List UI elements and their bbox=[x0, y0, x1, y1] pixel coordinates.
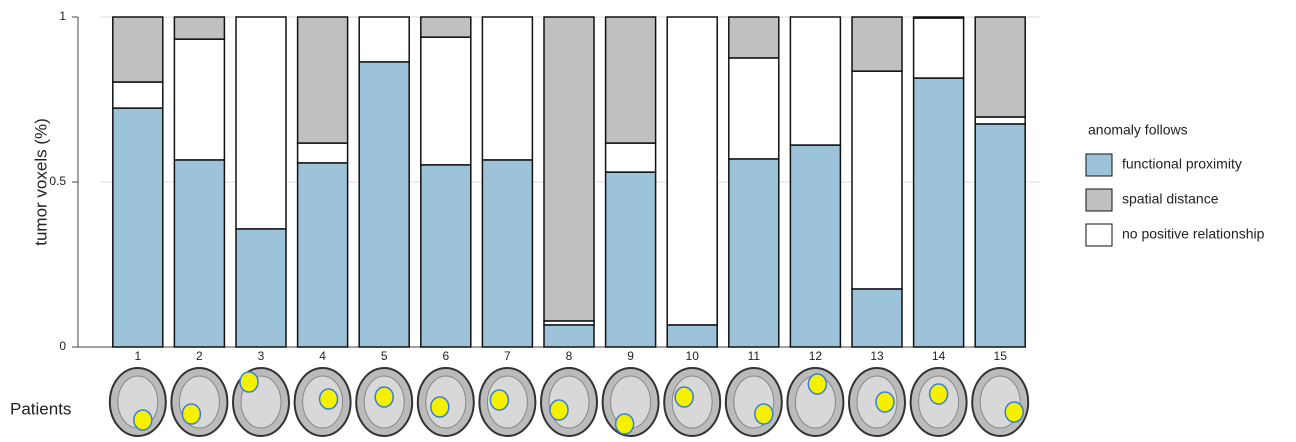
legend-label: functional proximity bbox=[1122, 156, 1242, 172]
bar-segment bbox=[666, 16, 718, 326]
bar-segment bbox=[296, 16, 349, 144]
lesion bbox=[807, 373, 828, 395]
y-axis-label: tumor voxels (%) bbox=[31, 118, 50, 246]
lesion bbox=[489, 389, 510, 411]
bar-segment bbox=[974, 123, 1026, 348]
bar-segment bbox=[912, 77, 965, 348]
legend-swatch bbox=[1085, 153, 1113, 177]
lesion bbox=[549, 399, 569, 421]
bar-segment bbox=[420, 16, 472, 38]
bar-segment bbox=[604, 171, 657, 348]
x-tick-label: 8 bbox=[566, 349, 573, 363]
lesion bbox=[1004, 401, 1024, 423]
bar-segment bbox=[789, 16, 842, 146]
x-tick-label: 10 bbox=[686, 349, 700, 363]
x-tick-label: 1 bbox=[134, 349, 141, 363]
bar-segment bbox=[173, 159, 226, 348]
lesion bbox=[181, 403, 202, 425]
x-tick-label: 7 bbox=[504, 349, 511, 363]
bar-segment bbox=[112, 107, 164, 348]
bar-segment bbox=[112, 81, 164, 109]
x-tick-label: 14 bbox=[932, 349, 946, 363]
bar-segment bbox=[912, 17, 965, 79]
y-tick-label: 0.5 bbox=[49, 174, 66, 188]
bar-segment bbox=[789, 144, 842, 348]
lesion bbox=[674, 386, 694, 408]
lesion bbox=[133, 409, 153, 431]
x-tick-label: 2 bbox=[196, 349, 203, 363]
bar-segment bbox=[604, 142, 657, 173]
x-tick-label: 11 bbox=[748, 349, 761, 363]
lesion bbox=[239, 371, 259, 393]
bar-segment bbox=[728, 16, 780, 59]
bar-segment bbox=[173, 38, 226, 161]
bar-segment bbox=[296, 142, 349, 164]
x-tick-label: 13 bbox=[870, 349, 884, 363]
x-tick-label: 5 bbox=[381, 349, 388, 363]
x-axis-label: Patients bbox=[10, 399, 71, 418]
bar-segment bbox=[543, 16, 595, 322]
bar-segment bbox=[112, 16, 164, 83]
bar-segment bbox=[420, 36, 472, 166]
lesion bbox=[875, 391, 895, 413]
bar-segment bbox=[420, 164, 472, 348]
legend-swatch bbox=[1085, 188, 1113, 212]
x-tick-label: 15 bbox=[994, 349, 1008, 363]
lesion bbox=[614, 413, 635, 435]
lesion bbox=[928, 383, 949, 405]
bar-segment bbox=[851, 16, 903, 72]
y-tick-label: 1 bbox=[59, 9, 66, 23]
bar-segment bbox=[296, 162, 349, 348]
x-tick-label: 3 bbox=[258, 349, 265, 363]
y-tick-label: 0 bbox=[59, 339, 66, 353]
x-tick-label: 4 bbox=[319, 349, 326, 363]
bar-segment bbox=[666, 324, 718, 348]
bar-segment bbox=[543, 324, 595, 348]
bar-segment bbox=[728, 57, 780, 160]
bar-segment bbox=[481, 16, 534, 161]
legend-swatch bbox=[1085, 223, 1113, 247]
lesion bbox=[754, 403, 774, 425]
bar-segment bbox=[851, 70, 903, 290]
legend-label: no positive relationship bbox=[1122, 226, 1265, 242]
bar-segment bbox=[358, 61, 410, 348]
bar-segment bbox=[358, 16, 410, 63]
legend-label: spatial distance bbox=[1122, 191, 1219, 207]
lesion bbox=[374, 386, 394, 408]
x-tick-label: 9 bbox=[627, 349, 634, 363]
lesion bbox=[318, 388, 339, 410]
x-tick-label: 6 bbox=[442, 349, 449, 363]
bar-segment bbox=[235, 16, 287, 230]
bar-segment bbox=[728, 158, 780, 348]
lesion bbox=[430, 396, 450, 418]
bar-segment bbox=[235, 228, 287, 348]
bar-segment bbox=[604, 16, 657, 144]
bar-segment bbox=[173, 16, 226, 40]
x-tick-label: 12 bbox=[809, 349, 823, 363]
bar-segment bbox=[481, 159, 534, 348]
legend-title: anomaly follows bbox=[1088, 122, 1188, 138]
bar-segment bbox=[912, 16, 965, 19]
bar-segment bbox=[974, 116, 1026, 125]
bar-segment bbox=[851, 288, 903, 348]
bar-segment bbox=[974, 16, 1026, 118]
